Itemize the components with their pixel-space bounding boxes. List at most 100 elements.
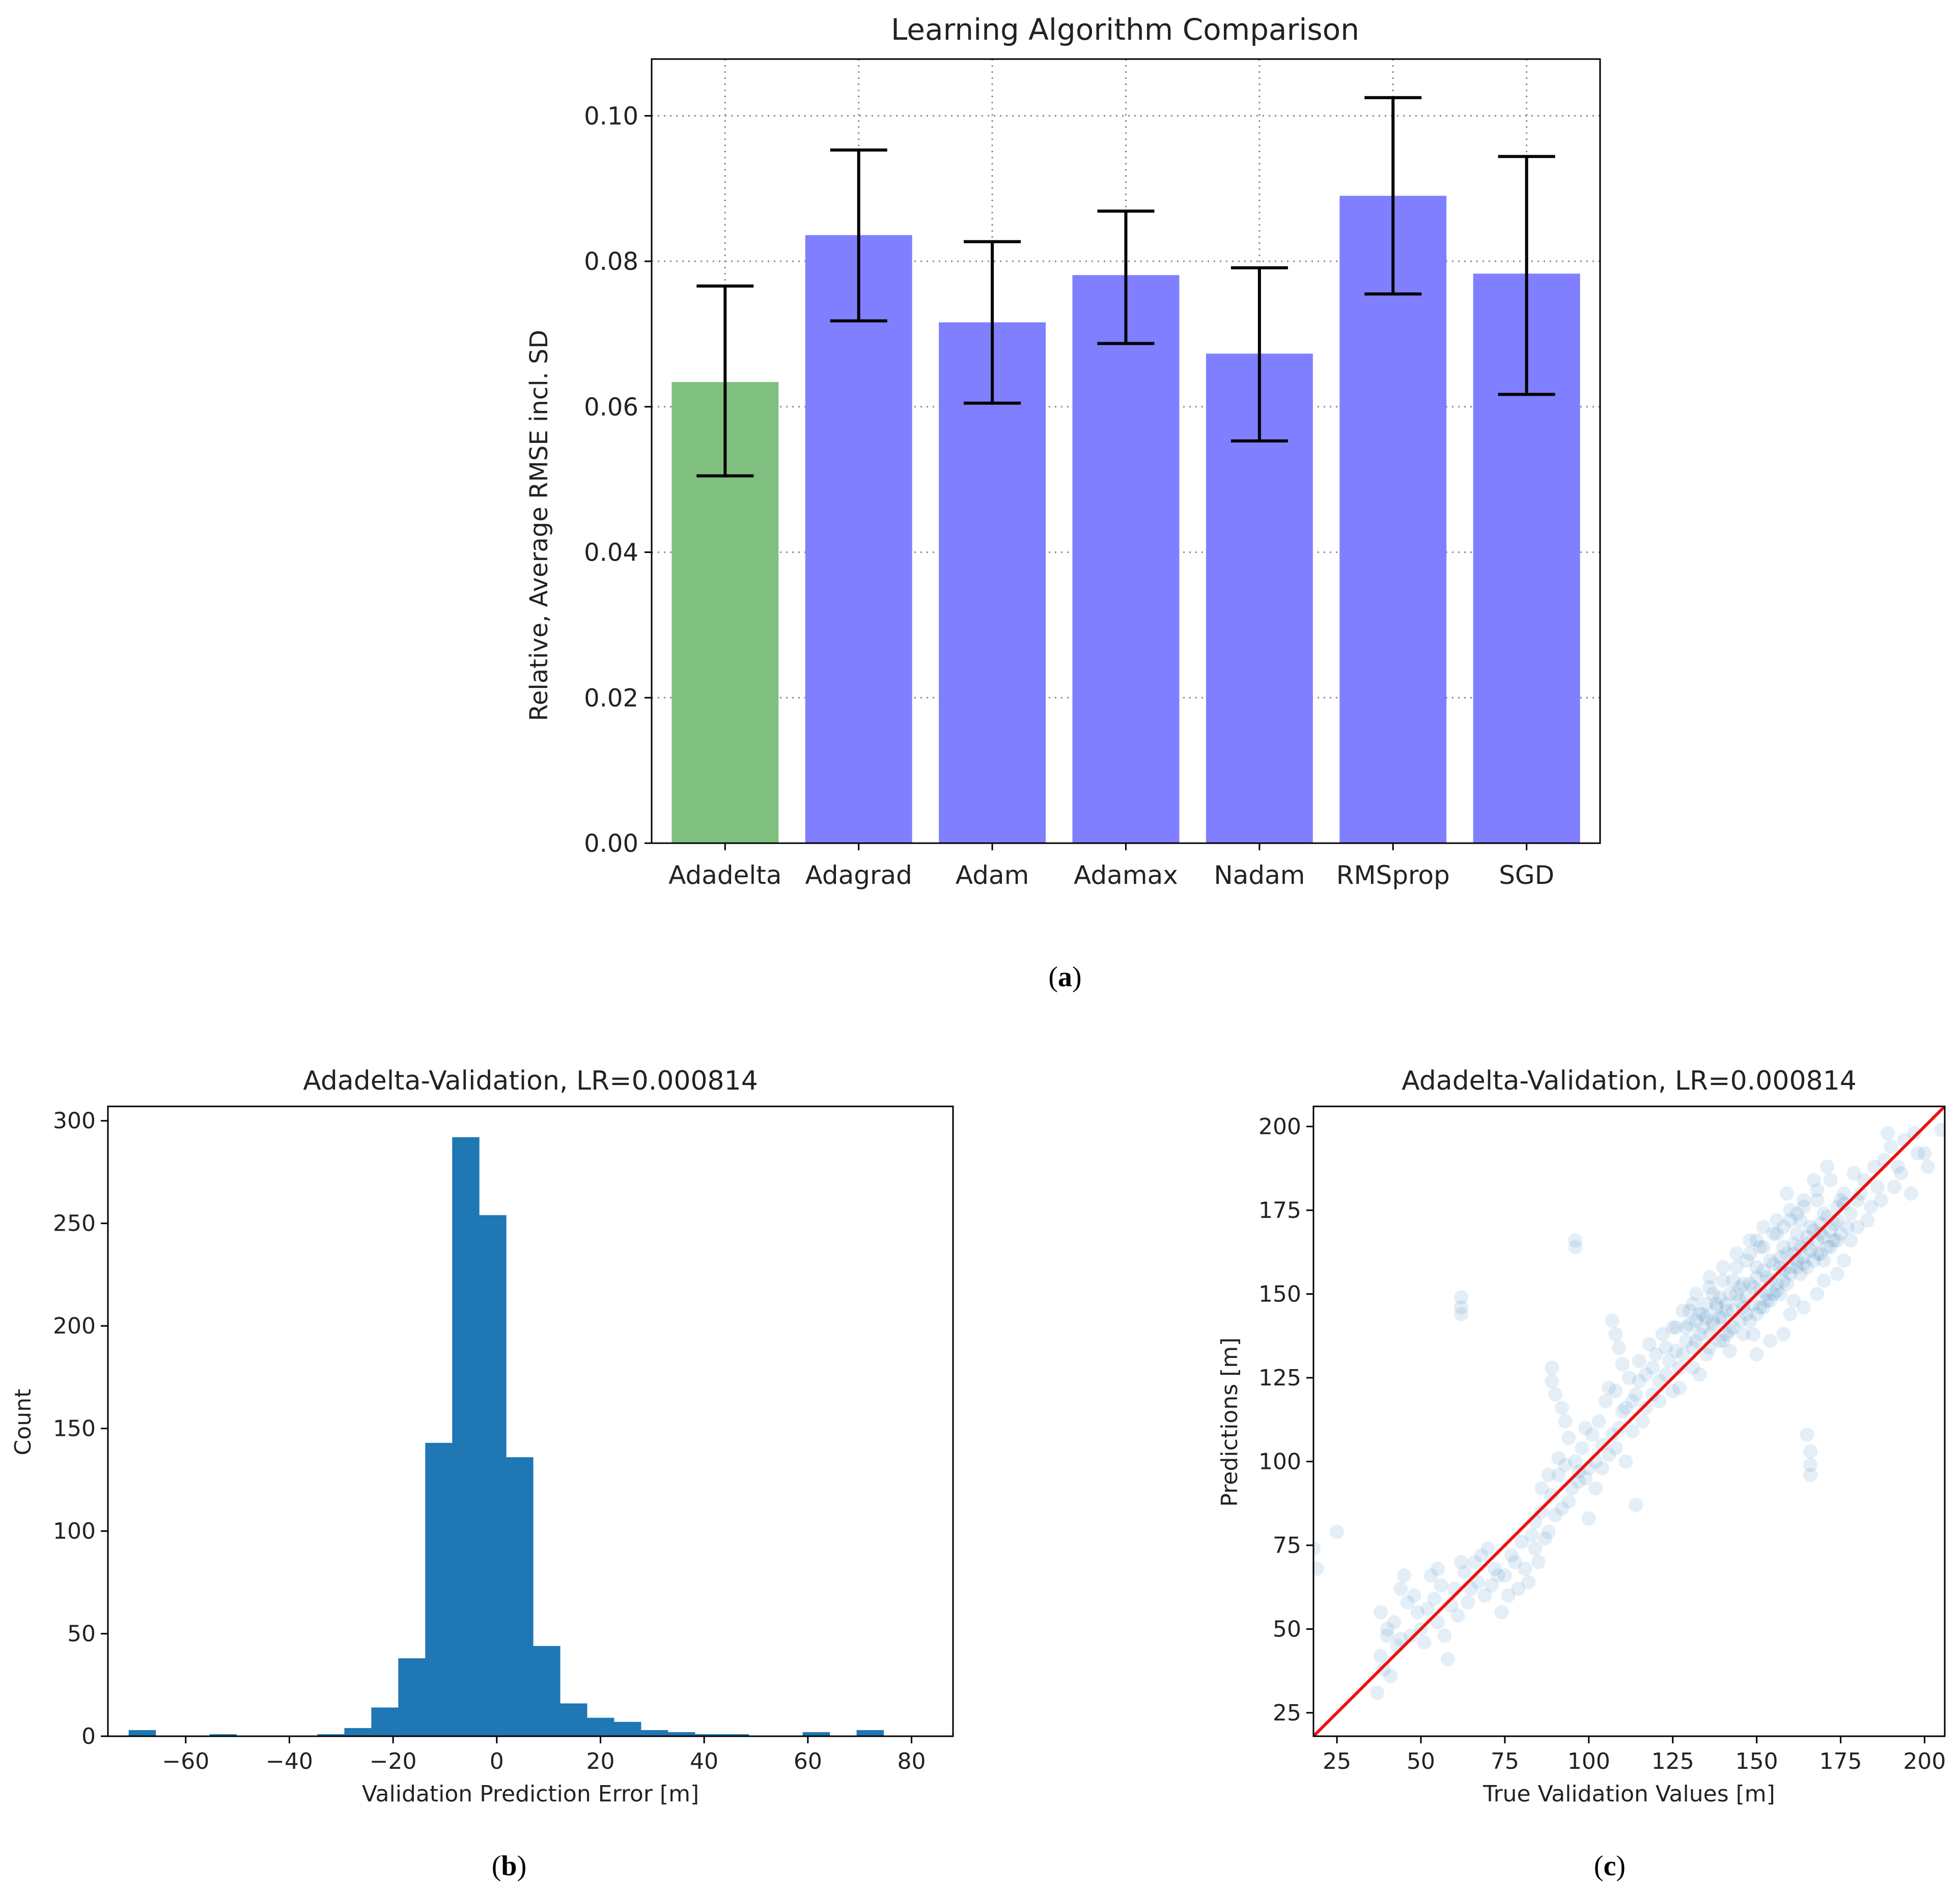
scatter-point: [1843, 1206, 1858, 1221]
scatter-point: [1753, 1240, 1768, 1255]
hist-bar: [371, 1707, 399, 1736]
panel-c-ytick-label: 125: [1258, 1365, 1301, 1391]
scatter-point: [1716, 1310, 1730, 1325]
scatter-point: [1561, 1494, 1576, 1509]
panel-b-xtick-label: 80: [898, 1748, 926, 1774]
panel-c-xlabel: True Validation Values [m]: [1482, 1781, 1775, 1807]
scatter-point: [1907, 1126, 1922, 1141]
scatter-point: [1581, 1511, 1596, 1526]
scatter-point: [1789, 1206, 1804, 1221]
panel-b-xtick-label: −20: [370, 1748, 417, 1774]
scatter-point: [1796, 1300, 1811, 1315]
scatter-point: [1454, 1554, 1469, 1569]
scatter-point: [1732, 1293, 1747, 1308]
scatter-point: [1400, 1595, 1415, 1609]
scatter-point: [1699, 1297, 1714, 1312]
hist-bar: [613, 1721, 641, 1736]
scatter-point: [1605, 1314, 1620, 1328]
scatter-point: [1850, 1219, 1865, 1234]
scatter-point: [1420, 1601, 1435, 1616]
scatter-point: [1474, 1548, 1489, 1563]
scatter-point: [1702, 1280, 1717, 1295]
scatter-point: [1800, 1427, 1814, 1442]
panel-c-scatter: Adadelta-Validation, LR=0.000814 True Va…: [1217, 1066, 1946, 1882]
scatter-point: [1709, 1300, 1724, 1315]
scatter-point: [1763, 1333, 1778, 1348]
scatter-point: [1461, 1595, 1475, 1609]
scatter-point: [1454, 1290, 1469, 1305]
scatter-point: [1796, 1250, 1811, 1265]
hist-bar: [128, 1730, 156, 1736]
scatter-point: [1313, 1541, 1321, 1556]
scatter-point: [1726, 1273, 1741, 1288]
panel-b-ytick-label: 250: [53, 1211, 96, 1237]
scatter-point: [1770, 1227, 1784, 1241]
scatter-point: [1793, 1240, 1808, 1255]
scatter-point: [1545, 1374, 1559, 1388]
scatter-point: [1588, 1481, 1603, 1496]
panel-a-xtick-label: Adam: [956, 860, 1029, 890]
hist-bar: [317, 1734, 345, 1736]
hist-bar: [479, 1215, 507, 1736]
scatter-point: [1437, 1628, 1452, 1643]
panel-b-xlabel: Validation Prediction Error [m]: [362, 1781, 699, 1807]
scatter-point: [1846, 1166, 1861, 1181]
scatter-point: [1756, 1300, 1771, 1315]
scatter-point: [1749, 1347, 1764, 1361]
scatter-point: [1608, 1441, 1623, 1456]
panel-c-ytick-label: 100: [1258, 1449, 1301, 1475]
scatter-point: [1705, 1314, 1720, 1328]
scatter-point: [1786, 1246, 1801, 1261]
scatter-point: [1756, 1263, 1771, 1278]
scatter-point: [1816, 1206, 1831, 1221]
scatter-point: [1602, 1380, 1616, 1395]
hist-bar: [560, 1703, 587, 1736]
scatter-point: [1629, 1387, 1643, 1402]
scatter-point: [1330, 1524, 1345, 1539]
scatter-point: [1645, 1360, 1660, 1375]
panel-b-ytick-label: 150: [53, 1416, 96, 1442]
scatter-point: [1887, 1179, 1902, 1194]
scatter-point: [1689, 1287, 1703, 1301]
scatter-point: [1729, 1287, 1744, 1301]
scatter-point: [1434, 1578, 1448, 1593]
scatter-point: [1672, 1380, 1687, 1395]
scatter-point: [1679, 1320, 1694, 1335]
scatter-point: [1625, 1394, 1640, 1409]
panel-a-ytick-label: 0.02: [584, 684, 638, 712]
scatter-point: [1810, 1183, 1825, 1198]
hist-bar: [856, 1730, 884, 1736]
scatter-point: [1766, 1287, 1781, 1301]
scatter-point: [1716, 1273, 1730, 1288]
scatter-point: [1659, 1340, 1673, 1355]
scatter-point: [1585, 1427, 1600, 1442]
scatter-point: [1682, 1317, 1697, 1331]
panel-a-ytick-label: 0.08: [584, 247, 638, 276]
panel-c-ytick-label: 25: [1273, 1700, 1301, 1726]
scatter-point: [1548, 1387, 1562, 1402]
panel-c-ytick-label: 75: [1273, 1533, 1301, 1559]
scatter-point: [1729, 1260, 1744, 1274]
scatter-point: [1638, 1401, 1653, 1415]
scatter-point: [1534, 1505, 1549, 1519]
scatter-point: [1793, 1213, 1808, 1228]
scatter-point: [1551, 1451, 1566, 1465]
scatter-point: [1780, 1276, 1794, 1291]
panel-b-xtick-label: 20: [586, 1748, 614, 1774]
panel-a-ytick-label: 0.00: [584, 829, 638, 858]
scatter-point: [1531, 1554, 1546, 1569]
scatter-point: [1796, 1193, 1811, 1208]
scatter-point: [1783, 1213, 1798, 1228]
scatter-point: [1705, 1317, 1720, 1331]
scatter-point: [1796, 1200, 1811, 1214]
scatter-point: [1803, 1458, 1818, 1472]
scatter-point: [1686, 1360, 1700, 1375]
scatter-point: [1894, 1166, 1909, 1181]
scatter-point: [1722, 1344, 1737, 1358]
panel-a-ylabel: Relative, Average RMSE incl. SD: [525, 330, 553, 721]
scatter-point: [1776, 1219, 1791, 1234]
scatter-point: [1612, 1340, 1627, 1355]
scatter-point: [1659, 1367, 1673, 1382]
panel-a-ytick-label: 0.10: [584, 102, 638, 130]
